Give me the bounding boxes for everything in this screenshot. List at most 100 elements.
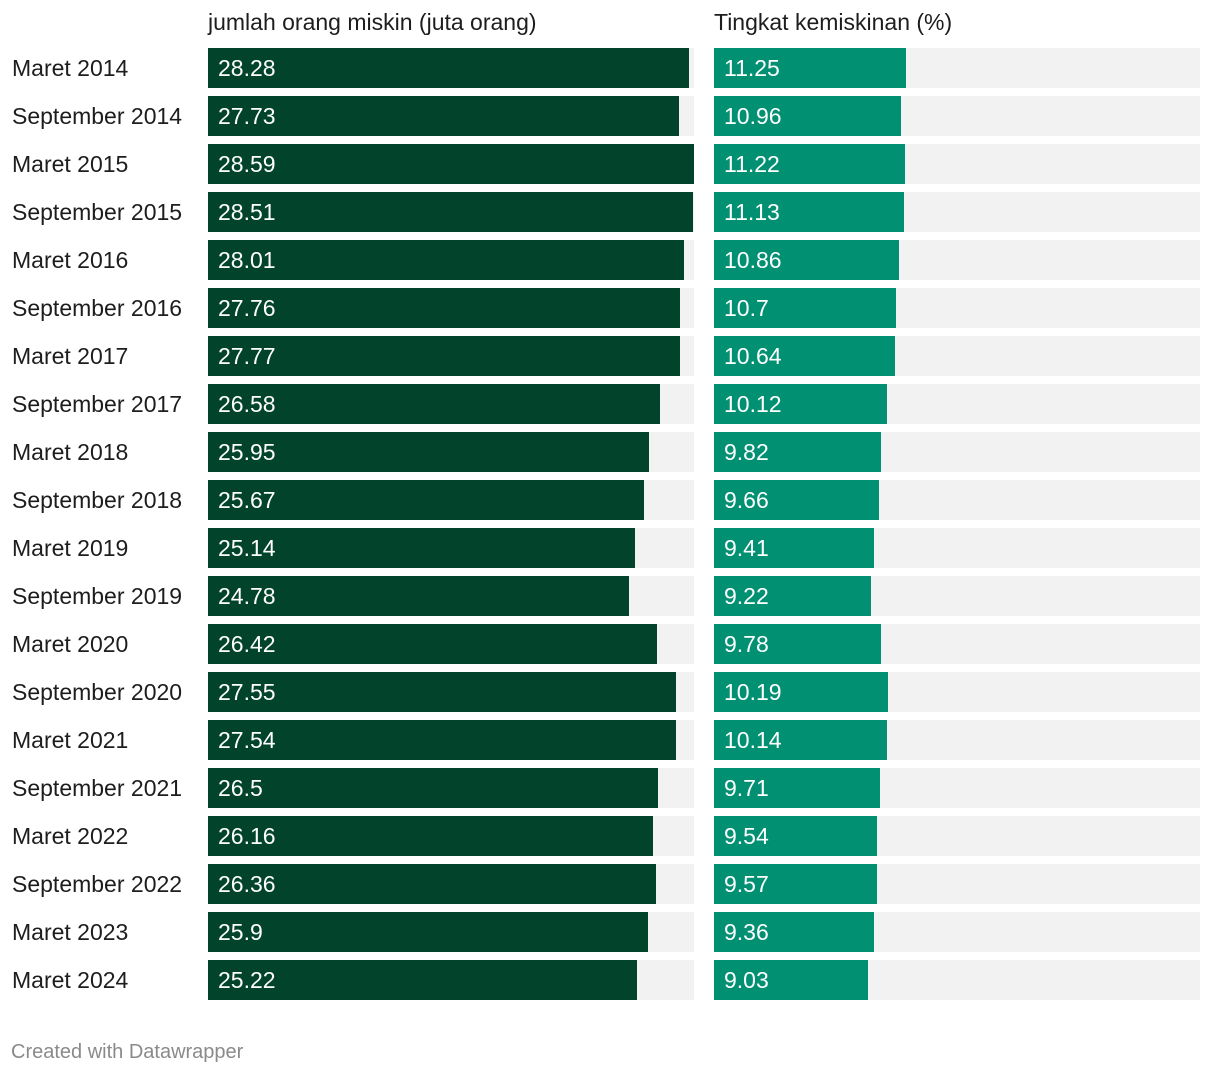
category-label: Maret 2019 — [12, 535, 129, 561]
bar-tingkat: 11.13 — [714, 192, 904, 232]
category-label: Maret 2021 — [12, 727, 129, 753]
bar-value-label: 11.25 — [724, 55, 780, 81]
bar-track-tingkat: 9.78 — [714, 624, 1200, 664]
chart-row: Maret 2019 25.14 9.41 — [0, 528, 1220, 568]
bar-track-jumlah: 28.51 — [208, 192, 694, 232]
bar-track-tingkat: 9.66 — [714, 480, 1200, 520]
bar-track-tingkat: 9.54 — [714, 816, 1200, 856]
bar-track-tingkat: 11.13 — [714, 192, 1200, 232]
bar-jumlah: 27.54 — [208, 720, 676, 760]
bar-track-jumlah: 27.54 — [208, 720, 694, 760]
bar-track-tingkat: 10.12 — [714, 384, 1200, 424]
category-label: September 2018 — [12, 487, 183, 513]
bar-track-jumlah: 25.14 — [208, 528, 694, 568]
chart-row: September 2020 27.55 10.19 — [0, 672, 1220, 712]
chart-row: Maret 2023 25.9 9.36 — [0, 912, 1220, 952]
bar-track-jumlah: 26.36 — [208, 864, 694, 904]
chart-row: Maret 2015 28.59 11.22 — [0, 144, 1220, 184]
bar-track-jumlah: 27.73 — [208, 96, 694, 136]
bar-jumlah: 25.95 — [208, 432, 649, 472]
bar-track-tingkat: 9.41 — [714, 528, 1200, 568]
bar-track-jumlah: 28.59 — [208, 144, 694, 184]
chart-row: September 2014 27.73 10.96 — [0, 96, 1220, 136]
bar-track-jumlah: 24.78 — [208, 576, 694, 616]
bar-jumlah: 26.36 — [208, 864, 656, 904]
bar-value-label: 27.55 — [218, 679, 276, 705]
bar-track-jumlah: 27.76 — [208, 288, 694, 328]
bar-value-label: 28.59 — [218, 151, 276, 177]
bar-value-label: 9.57 — [724, 871, 769, 897]
bar-tingkat: 10.7 — [714, 288, 896, 328]
bar-value-label: 27.77 — [218, 343, 276, 369]
bar-track-jumlah: 26.58 — [208, 384, 694, 424]
chart-row: September 2019 24.78 9.22 — [0, 576, 1220, 616]
bar-value-label: 10.96 — [724, 103, 782, 129]
bar-track-jumlah: 26.5 — [208, 768, 694, 808]
bar-tingkat: 9.03 — [714, 960, 868, 1000]
bar-value-label: 26.16 — [218, 823, 276, 849]
bar-value-label: 9.66 — [724, 487, 769, 513]
bar-track-jumlah: 25.22 — [208, 960, 694, 1000]
chart-row: Maret 2020 26.42 9.78 — [0, 624, 1220, 664]
bar-tingkat: 10.12 — [714, 384, 887, 424]
chart-row: Maret 2016 28.01 10.86 — [0, 240, 1220, 280]
category-label: Maret 2024 — [12, 967, 129, 993]
bar-track-jumlah: 27.55 — [208, 672, 694, 712]
credit-footer: Created with Datawrapper — [11, 1041, 244, 1063]
bar-jumlah: 27.77 — [208, 336, 680, 376]
bar-value-label: 10.19 — [724, 679, 782, 705]
bar-track-jumlah: 28.28 — [208, 48, 694, 88]
bar-jumlah: 26.58 — [208, 384, 660, 424]
bar-track-tingkat: 10.19 — [714, 672, 1200, 712]
bar-tingkat: 9.57 — [714, 864, 877, 904]
bar-tingkat: 9.41 — [714, 528, 874, 568]
bar-track-tingkat: 10.86 — [714, 240, 1200, 280]
bar-track-jumlah: 28.01 — [208, 240, 694, 280]
bar-tingkat: 10.19 — [714, 672, 888, 712]
chart-row: Maret 2018 25.95 9.82 — [0, 432, 1220, 472]
bar-jumlah: 26.42 — [208, 624, 657, 664]
bar-value-label: 9.36 — [724, 919, 769, 945]
bar-value-label: 24.78 — [218, 583, 276, 609]
category-label: September 2020 — [12, 679, 183, 705]
category-label: Maret 2022 — [12, 823, 129, 849]
bar-jumlah: 26.5 — [208, 768, 658, 808]
category-label: Maret 2015 — [12, 151, 129, 177]
chart-row: Maret 2022 26.16 9.54 — [0, 816, 1220, 856]
bar-value-label: 28.51 — [218, 199, 276, 225]
bar-jumlah: 25.67 — [208, 480, 644, 520]
category-label: September 2017 — [12, 391, 183, 417]
bar-value-label: 27.54 — [218, 727, 276, 753]
bar-value-label: 26.5 — [218, 775, 263, 801]
bar-value-label: 11.22 — [724, 151, 780, 177]
bar-tingkat: 10.86 — [714, 240, 899, 280]
category-label: September 2016 — [12, 295, 183, 321]
bar-value-label: 26.58 — [218, 391, 276, 417]
chart-row: September 2017 26.58 10.12 — [0, 384, 1220, 424]
bar-jumlah: 28.59 — [208, 144, 694, 184]
bar-tingkat: 10.14 — [714, 720, 887, 760]
bar-value-label: 9.41 — [724, 535, 769, 561]
bar-track-tingkat: 10.64 — [714, 336, 1200, 376]
chart-row: Maret 2024 25.22 9.03 — [0, 960, 1220, 1000]
chart-row: Maret 2021 27.54 10.14 — [0, 720, 1220, 760]
bar-tingkat: 10.96 — [714, 96, 901, 136]
bar-value-label: 26.42 — [218, 631, 276, 657]
bar-track-jumlah: 26.42 — [208, 624, 694, 664]
bar-value-label: 25.14 — [218, 535, 276, 561]
bar-value-label: 10.64 — [724, 343, 782, 369]
bar-track-tingkat: 9.82 — [714, 432, 1200, 472]
bar-jumlah: 28.01 — [208, 240, 684, 280]
category-label: September 2015 — [12, 199, 183, 225]
category-label: Maret 2014 — [12, 55, 129, 81]
bar-jumlah: 28.51 — [208, 192, 693, 232]
bar-value-label: 25.95 — [218, 439, 276, 465]
category-label: Maret 2016 — [12, 247, 129, 273]
bar-tingkat: 9.22 — [714, 576, 871, 616]
bar-track-jumlah: 25.67 — [208, 480, 694, 520]
bar-track-tingkat: 9.71 — [714, 768, 1200, 808]
bar-value-label: 10.7 — [724, 295, 769, 321]
chart-row: Maret 2014 28.28 11.25 — [0, 48, 1220, 88]
category-label: September 2021 — [12, 775, 183, 801]
chart-row: September 2022 26.36 9.57 — [0, 864, 1220, 904]
